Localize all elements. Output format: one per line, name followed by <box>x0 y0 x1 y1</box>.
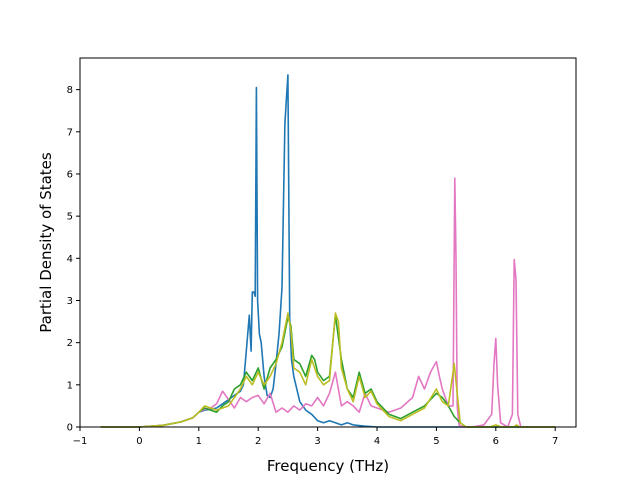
y-tick-label: 5 <box>67 212 73 223</box>
x-tick-label: 1 <box>196 436 202 447</box>
y-tick-label: 3 <box>67 296 73 307</box>
x-tick-label: 7 <box>552 436 558 447</box>
series-line-3 <box>100 314 556 428</box>
x-axis: −1 0 1 2 3 4 5 6 7 <box>73 427 558 447</box>
y-axis: 0 1 2 3 4 5 6 7 8 <box>67 85 80 434</box>
x-tick-label: 4 <box>374 436 380 447</box>
y-axis-label: Partial Density of States <box>37 152 55 333</box>
y-tick-label: 0 <box>67 423 73 434</box>
x-tick-label: −1 <box>73 436 88 447</box>
x-tick-label: 2 <box>255 436 261 447</box>
x-tick-label: 0 <box>136 436 142 447</box>
x-tick-label: 6 <box>493 436 499 447</box>
x-tick-label: 3 <box>314 436 320 447</box>
series-line-1 <box>100 74 556 428</box>
y-tick-label: 2 <box>67 338 73 349</box>
y-tick-label: 4 <box>67 254 73 265</box>
plot-area <box>100 74 556 428</box>
y-tick-label: 7 <box>67 127 73 138</box>
x-tick-label: 5 <box>433 436 439 447</box>
y-tick-label: 1 <box>67 380 73 391</box>
y-tick-label: 8 <box>67 85 73 96</box>
axes-frame <box>79 57 577 428</box>
y-tick-label: 6 <box>67 169 73 180</box>
series-line-4 <box>100 312 556 428</box>
x-axis-label: Frequency (THz) <box>267 457 389 475</box>
